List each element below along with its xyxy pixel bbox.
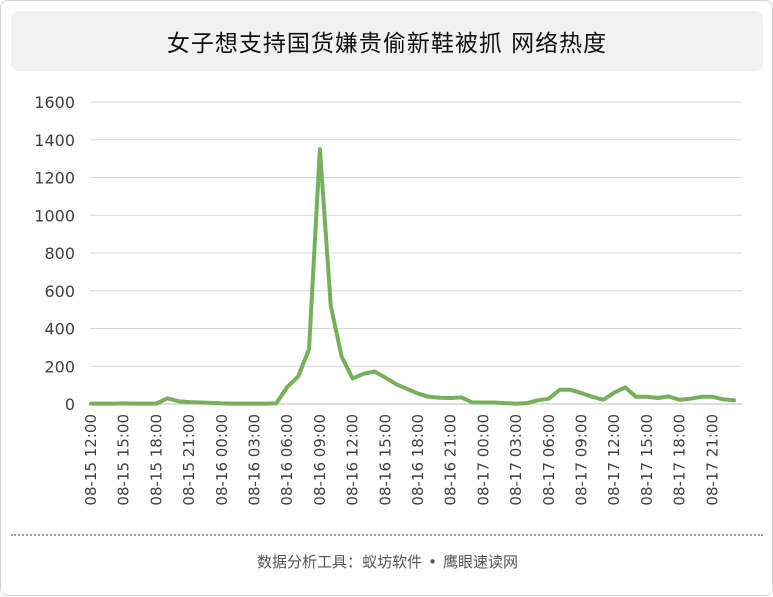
footer-divider <box>11 534 763 536</box>
x-tick-label: 08-16 09:00 <box>311 414 329 506</box>
y-tick-label: 200 <box>44 357 75 376</box>
x-tick-label: 08-16 03:00 <box>246 414 264 506</box>
x-tick-label: 08-15 18:00 <box>147 414 165 506</box>
x-tick-label: 08-17 09:00 <box>573 414 591 506</box>
x-tick-label: 08-16 06:00 <box>278 414 296 506</box>
footer-tool-2: 鹰眼速读网 <box>442 553 518 571</box>
chart-title: 女子想支持国货嫌贵偷新鞋被抓 网络热度 <box>166 31 608 57</box>
y-tick-label: 0 <box>65 395 75 414</box>
footer-separator: • <box>428 553 437 571</box>
x-tick-label: 08-15 21:00 <box>180 414 198 506</box>
x-tick-label: 08-17 15:00 <box>638 414 656 506</box>
x-tick-label: 08-17 06:00 <box>540 414 558 506</box>
x-tick-label: 08-16 00:00 <box>213 414 231 506</box>
x-tick-label: 08-16 12:00 <box>344 414 362 506</box>
x-tick-label: 08-16 21:00 <box>442 414 460 506</box>
footer-tool-1: 蚁坊软件 <box>362 553 423 571</box>
y-tick-label: 1000 <box>34 206 75 225</box>
title-bar: 女子想支持国货嫌贵偷新鞋被抓 网络热度 <box>11 11 763 71</box>
x-tick-label: 08-17 00:00 <box>474 414 492 506</box>
x-tick-label: 08-17 21:00 <box>703 414 721 506</box>
series-line <box>89 147 737 406</box>
footer: 数据分析工具：蚁坊软件 • 鹰眼速读网 <box>1 551 773 572</box>
y-tick-label: 400 <box>44 320 75 339</box>
x-tick-label: 08-17 18:00 <box>671 414 689 506</box>
y-tick-label: 1400 <box>34 131 75 150</box>
y-tick-label: 800 <box>44 244 75 263</box>
x-tick-label: 08-16 15:00 <box>376 414 394 506</box>
x-tick-label: 08-15 15:00 <box>115 414 133 506</box>
footer-prefix: 数据分析工具： <box>257 553 363 571</box>
x-tick-label: 08-17 03:00 <box>507 414 525 506</box>
x-tick-label: 08-16 18:00 <box>409 414 427 506</box>
y-tick-label: 600 <box>44 282 75 301</box>
y-tick-label: 1200 <box>34 169 75 188</box>
x-tick-label: 08-17 12:00 <box>605 414 623 506</box>
y-tick-label: 1600 <box>34 93 75 112</box>
x-tick-label: 08-15 12:00 <box>82 414 100 506</box>
